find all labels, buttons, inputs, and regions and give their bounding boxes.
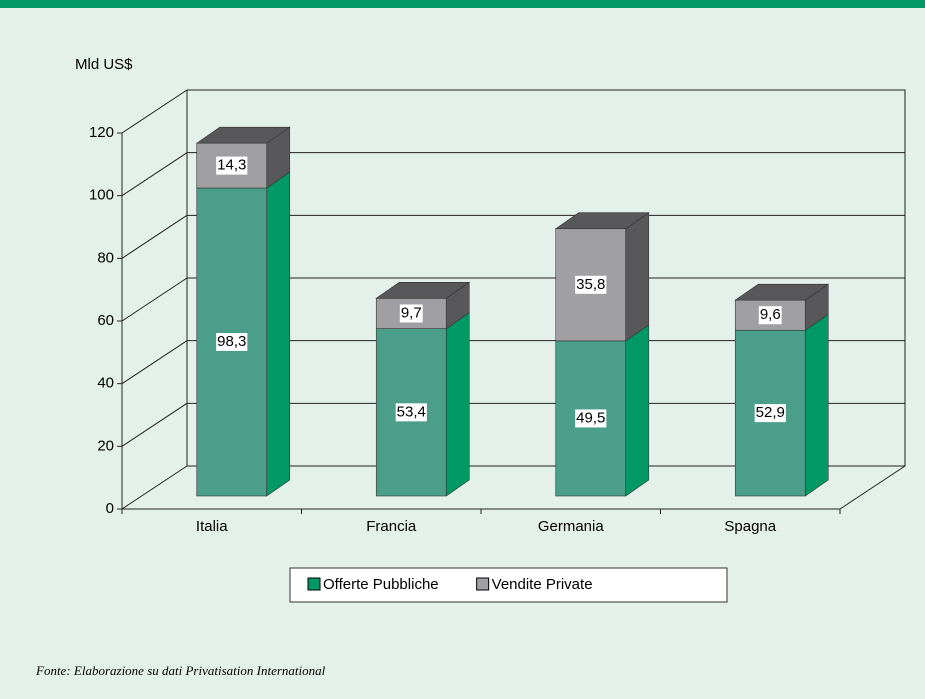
bar-side xyxy=(266,171,291,497)
x-tick-label: Francia xyxy=(366,518,417,535)
value-label-bg xyxy=(216,156,248,175)
legend-swatch xyxy=(307,577,321,591)
bar-top xyxy=(195,126,291,144)
bar-segment xyxy=(195,126,291,189)
grid-line xyxy=(121,89,188,134)
x-tick-label: Germania xyxy=(538,518,605,535)
value-label: 53,4 xyxy=(397,403,426,420)
grid-line xyxy=(121,214,188,259)
legend-swatch xyxy=(476,577,490,591)
y-tick-label: 20 xyxy=(97,437,114,454)
value-label: 9,7 xyxy=(401,304,422,321)
value-label-bg xyxy=(575,409,607,428)
legend-label: Vendite Private xyxy=(492,576,593,593)
value-label: 52,9 xyxy=(756,404,785,421)
bar-segment xyxy=(734,313,829,497)
bar-top xyxy=(554,212,650,230)
value-label: 98,3 xyxy=(217,333,246,350)
bar-side xyxy=(625,324,650,497)
bar-side xyxy=(445,312,470,497)
grid-line xyxy=(121,402,188,447)
value-label-bg xyxy=(216,332,248,351)
y-tick-label: 40 xyxy=(97,375,114,392)
value-label-bg xyxy=(758,306,782,325)
y-tick-label: 80 xyxy=(97,249,114,266)
top-band xyxy=(0,0,925,8)
source: Fonte: Elaborazione su dati Privatisatio… xyxy=(35,663,326,678)
bar-segment xyxy=(734,283,830,331)
legend-box xyxy=(289,567,728,603)
floor-edge xyxy=(839,465,906,510)
bar-side xyxy=(625,212,650,342)
bar-segment xyxy=(375,281,471,330)
value-label-bg xyxy=(395,403,427,422)
value-label-bg xyxy=(754,404,786,423)
bar-top xyxy=(734,283,830,301)
y-tick-label: 100 xyxy=(89,187,114,204)
value-label: 9,6 xyxy=(760,306,781,323)
bar-top xyxy=(375,281,471,299)
grid-line xyxy=(121,152,188,197)
x-tick-label: Italia xyxy=(196,518,228,535)
x-tick-label: Spagna xyxy=(724,518,776,535)
y-axis-label: Mld US$ xyxy=(75,56,133,73)
y-tick-label: 0 xyxy=(106,500,114,517)
grid-line xyxy=(121,277,188,322)
value-label-bg xyxy=(575,275,607,294)
grid-line xyxy=(121,465,188,510)
value-label: 35,8 xyxy=(576,276,605,293)
bar-segment xyxy=(555,324,650,497)
bar-segment xyxy=(375,312,470,497)
y-tick-label: 60 xyxy=(97,312,114,329)
legend-label: Offerte Pubbliche xyxy=(323,576,439,593)
grid-line xyxy=(121,340,188,385)
y-tick-label: 120 xyxy=(89,124,114,141)
bar-side xyxy=(804,313,829,497)
value-label: 14,3 xyxy=(217,157,246,174)
value-label-bg xyxy=(399,304,423,323)
value-label: 49,5 xyxy=(576,409,605,426)
